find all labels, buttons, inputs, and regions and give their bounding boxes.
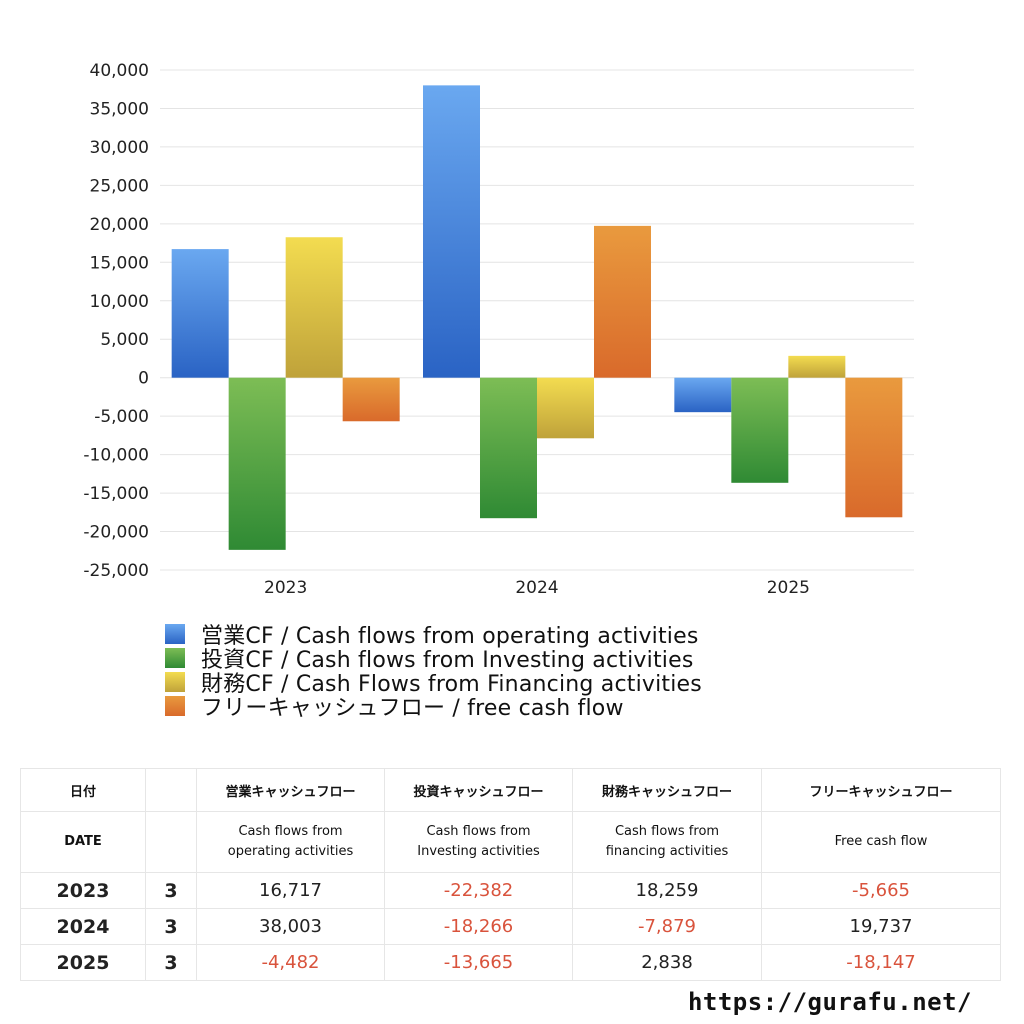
cell-financing: 2,838 <box>572 944 762 981</box>
y-tick-label: -15,000 <box>83 484 149 504</box>
y-tick-label: 20,000 <box>90 215 149 235</box>
row-year: 2025 <box>20 944 146 981</box>
y-tick-label: -25,000 <box>83 561 149 581</box>
header-financing-en: Cash flows from financing activities <box>572 811 762 873</box>
bar <box>285 237 343 378</box>
cell-free-cash-flow: -18,147 <box>761 944 1001 981</box>
cell-operating: 38,003 <box>196 908 385 945</box>
bar-chart: 40,000 35,000 30,000 25,000 20,000 15,000 10,0… <box>83 61 914 598</box>
legend-swatch-operating <box>165 624 185 644</box>
y-tick-label: 35,000 <box>90 99 149 119</box>
y-tick-label: 40,000 <box>90 61 149 81</box>
y-tick-label: 25,000 <box>90 176 149 196</box>
legend-label-investing: 投資CF / Cash flows from Investing activit… <box>201 648 694 673</box>
table-row: 2023 3 16,717 -22,382 18,259 -5,665 <box>20 872 1001 909</box>
y-tick-label: -5,000 <box>94 407 149 427</box>
bar <box>228 377 286 550</box>
row-year: 2024 <box>20 908 146 945</box>
bar <box>537 377 594 439</box>
header-free-cash-flow-jp: フリーキャッシュフロー <box>761 768 1001 812</box>
row-month: 3 <box>145 872 197 909</box>
header-operating-jp: 営業キャッシュフロー <box>196 768 385 812</box>
header-operating-en: Cash flows from operating activities <box>196 811 385 873</box>
header-free-cash-flow-en: Free cash flow <box>761 811 1001 873</box>
legend-swatch-free-cash-flow <box>165 696 185 716</box>
site-url[interactable]: https://gurafu.net/ <box>687 988 972 1016</box>
legend-label-operating: 営業CF / Cash flows from operating activit… <box>201 624 699 649</box>
x-tick-label: 2025 <box>767 578 810 598</box>
header-date-jp: 日付 <box>20 768 146 812</box>
table-header-en: DATE Cash flows from operating activities… <box>20 811 1001 873</box>
bar <box>423 85 480 378</box>
bar <box>171 249 229 378</box>
y-tick-label: 0 <box>138 369 149 389</box>
row-month: 3 <box>145 944 197 981</box>
header-investing-en: Cash flows from Investing activities <box>384 811 573 873</box>
bar <box>731 377 789 483</box>
cell-free-cash-flow: 19,737 <box>761 908 1001 945</box>
x-tick-label: 2024 <box>515 578 558 598</box>
legend-item-investing: 投資CF / Cash flows from Investing activit… <box>165 646 702 673</box>
bar <box>594 225 651 378</box>
legend-item-operating: 営業CF / Cash flows from operating activit… <box>165 622 702 649</box>
bar <box>480 377 537 519</box>
x-tick-label: 2023 <box>264 578 307 598</box>
cell-free-cash-flow: -5,665 <box>761 872 1001 909</box>
header-date-en: DATE <box>20 811 146 873</box>
row-month: 3 <box>145 908 197 945</box>
cell-investing: -22,382 <box>384 872 573 909</box>
cell-investing: -13,665 <box>384 944 573 981</box>
legend-swatch-financing <box>165 672 185 692</box>
cell-financing: -7,879 <box>572 908 762 945</box>
cell-investing: -18,266 <box>384 908 573 945</box>
cell-financing: 18,259 <box>572 872 762 909</box>
bar <box>788 355 846 378</box>
header-month-jp <box>145 768 197 812</box>
legend-item-free-cash-flow: フリーキャッシュフロー / free cash flow <box>165 694 702 721</box>
legend-item-financing: 財務CF / Cash Flows from Financing activit… <box>165 670 702 697</box>
cell-operating: -4,482 <box>196 944 385 981</box>
row-year: 2023 <box>20 872 146 909</box>
cash-flow-table: 日付 営業キャッシュフロー 投資キャッシュフロー 財務キャッシュフロー フリーキ… <box>20 768 1001 981</box>
table-row: 2025 3 -4,482 -13,665 2,838 -18,147 <box>20 944 1001 981</box>
header-month-en <box>145 811 197 873</box>
y-tick-label: 30,000 <box>90 138 149 158</box>
y-tick-label: 15,000 <box>90 253 149 273</box>
header-financing-jp: 財務キャッシュフロー <box>572 768 762 812</box>
y-tick-label: -20,000 <box>83 523 149 543</box>
table-header-jp: 日付 営業キャッシュフロー 投資キャッシュフロー 財務キャッシュフロー フリーキ… <box>20 768 1001 812</box>
legend-label-financing: 財務CF / Cash Flows from Financing activit… <box>201 672 702 697</box>
table-row: 2024 3 38,003 -18,266 -7,879 19,737 <box>20 908 1001 945</box>
chart-legend: 営業CF / Cash flows from operating activit… <box>165 622 702 721</box>
cell-operating: 16,717 <box>196 872 385 909</box>
bar <box>845 377 903 518</box>
y-tick-label: -10,000 <box>83 446 149 466</box>
bar <box>342 377 400 422</box>
bar <box>674 377 732 413</box>
legend-swatch-investing <box>165 648 185 668</box>
legend-label-free-cash-flow: フリーキャッシュフロー / free cash flow <box>201 696 624 721</box>
y-tick-label: 10,000 <box>90 292 149 312</box>
y-tick-label: 5,000 <box>100 330 149 350</box>
header-investing-jp: 投資キャッシュフロー <box>384 768 573 812</box>
